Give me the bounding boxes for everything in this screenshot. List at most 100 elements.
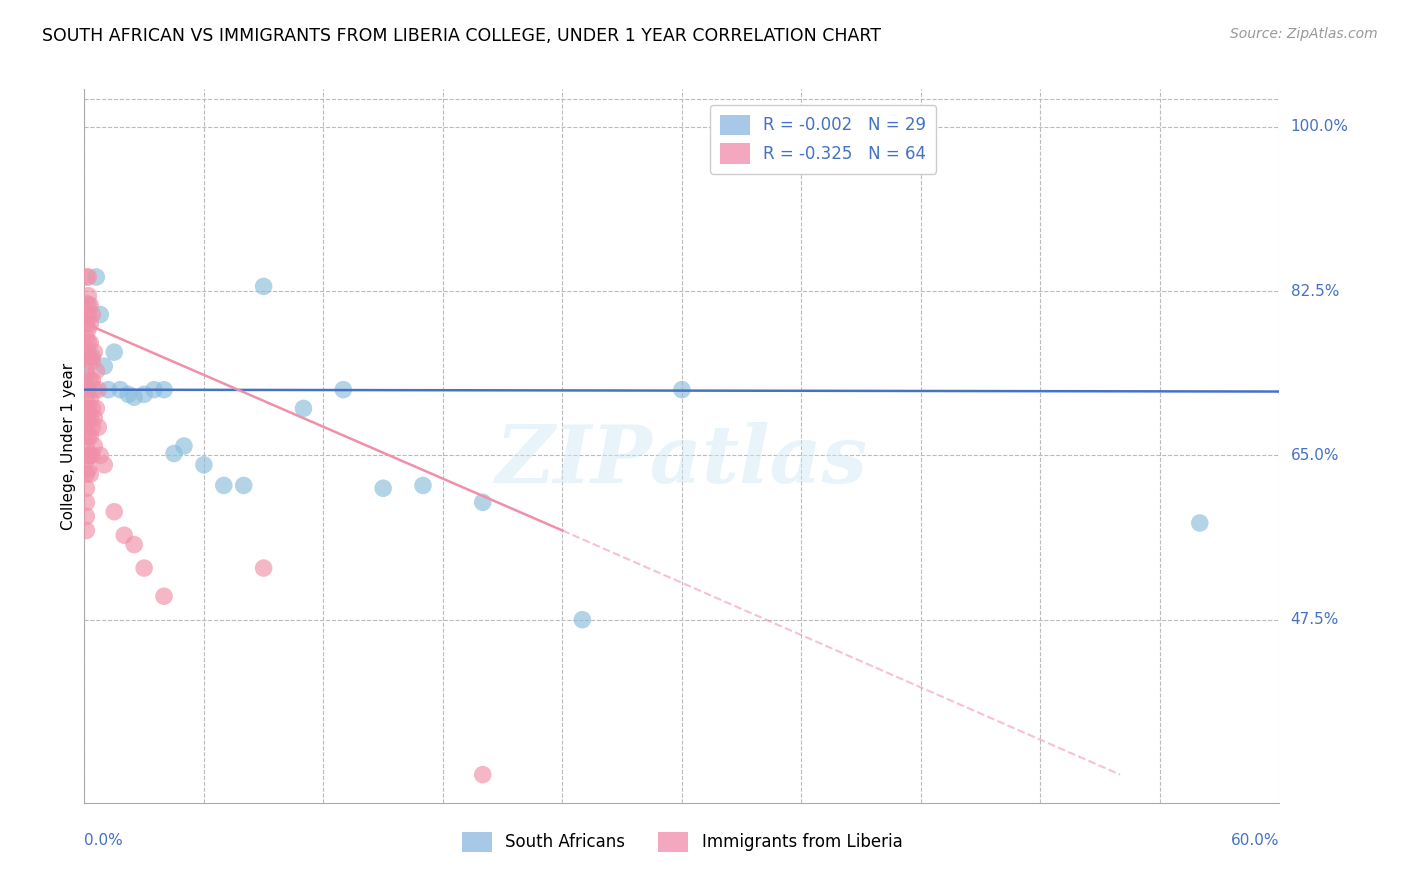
Point: [82, 401, 104, 416]
Point: [75, 378, 97, 392]
Point: [117, 387, 139, 401]
Point: [82, 420, 104, 434]
Point: [86, 270, 108, 285]
Text: ZIPatlas: ZIPatlas: [496, 422, 868, 499]
Point: [79, 298, 101, 312]
Point: [82, 354, 104, 368]
Point: [87, 383, 110, 397]
Point: [79, 373, 101, 387]
Text: 47.5%: 47.5%: [1291, 612, 1339, 627]
Point: [89, 449, 111, 463]
Point: [571, 613, 593, 627]
Point: [79, 410, 101, 425]
Point: [412, 478, 434, 492]
Point: [93, 458, 115, 472]
Point: [75, 392, 97, 406]
Point: [75, 308, 97, 322]
Point: [77, 401, 100, 416]
Point: [82, 350, 104, 364]
Point: [75, 481, 97, 495]
Point: [77, 270, 100, 285]
Point: [82, 449, 104, 463]
Point: [103, 345, 125, 359]
Point: [75, 453, 97, 467]
Point: [75, 296, 97, 310]
Point: [112, 528, 135, 542]
Text: 100.0%: 100.0%: [1291, 120, 1348, 135]
Point: [253, 279, 276, 293]
Point: [292, 401, 315, 416]
Point: [93, 359, 115, 374]
Point: [77, 462, 100, 476]
Point: [132, 561, 156, 575]
Point: [79, 429, 101, 443]
Point: [103, 505, 125, 519]
Y-axis label: College, Under 1 year: College, Under 1 year: [60, 362, 76, 530]
Point: [75, 368, 97, 383]
Point: [75, 425, 97, 439]
Point: [75, 439, 97, 453]
Point: [830, 126, 852, 140]
Point: [83, 345, 105, 359]
Point: [75, 317, 97, 331]
Point: [75, 410, 97, 425]
Point: [79, 392, 101, 406]
Text: SOUTH AFRICAN VS IMMIGRANTS FROM LIBERIA COLLEGE, UNDER 1 YEAR CORRELATION CHART: SOUTH AFRICAN VS IMMIGRANTS FROM LIBERIA…: [42, 27, 882, 45]
Point: [77, 289, 100, 303]
Point: [79, 335, 101, 350]
Text: 0.0%: 0.0%: [84, 833, 124, 848]
Point: [153, 383, 176, 397]
Text: Source: ZipAtlas.com: Source: ZipAtlas.com: [1230, 27, 1378, 41]
Point: [193, 458, 215, 472]
Point: [77, 429, 100, 443]
Point: [143, 383, 166, 397]
Point: [471, 495, 494, 509]
Point: [212, 478, 235, 492]
Point: [471, 767, 494, 781]
Point: [132, 387, 156, 401]
Point: [371, 481, 394, 495]
Point: [75, 524, 97, 538]
Point: [253, 561, 276, 575]
Point: [86, 364, 108, 378]
Text: 60.0%: 60.0%: [1232, 833, 1279, 848]
Point: [77, 298, 100, 312]
Point: [79, 350, 101, 364]
Point: [77, 416, 100, 430]
Text: 82.5%: 82.5%: [1291, 284, 1339, 299]
Point: [75, 345, 97, 359]
Point: [173, 439, 195, 453]
Point: [75, 331, 97, 345]
Point: [77, 383, 100, 397]
Point: [1188, 516, 1211, 530]
Point: [86, 401, 108, 416]
Point: [232, 478, 254, 492]
Point: [82, 373, 104, 387]
Point: [75, 495, 97, 509]
Point: [75, 401, 97, 416]
Point: [89, 308, 111, 322]
Point: [97, 383, 120, 397]
Point: [77, 335, 100, 350]
Legend: South Africans, Immigrants from Liberia: South Africans, Immigrants from Liberia: [456, 825, 908, 859]
Point: [671, 383, 693, 397]
Point: [77, 449, 100, 463]
Point: [75, 467, 97, 482]
Point: [87, 420, 110, 434]
Point: [77, 350, 100, 364]
Point: [77, 321, 100, 335]
Point: [75, 509, 97, 524]
Point: [82, 308, 104, 322]
Point: [75, 270, 97, 285]
Point: [153, 589, 176, 603]
Point: [83, 410, 105, 425]
Point: [163, 446, 186, 460]
Point: [79, 467, 101, 482]
Point: [75, 364, 97, 378]
Point: [122, 390, 145, 404]
Point: [332, 383, 354, 397]
Point: [110, 383, 132, 397]
Point: [83, 439, 105, 453]
Point: [77, 308, 100, 322]
Point: [79, 317, 101, 331]
